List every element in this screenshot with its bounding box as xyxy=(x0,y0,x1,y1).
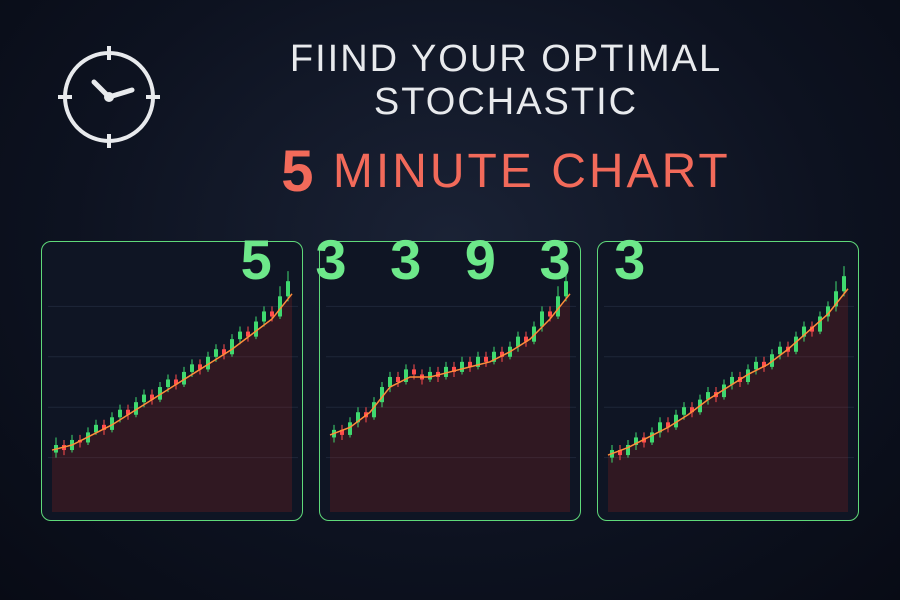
title-line-2: 5 MINUTE CHART xyxy=(192,138,820,205)
candlestick-chart xyxy=(320,242,581,521)
candlestick-chart xyxy=(598,242,859,521)
clock-crosshair-icon xyxy=(54,42,164,157)
charts-row: 5 3 3 9 3 3 xyxy=(0,241,900,521)
title-rest: MINUTE CHART xyxy=(317,145,731,198)
title-line-1: FIIND YOUR OPTIMAL STOCHASTIC xyxy=(192,38,820,124)
chart-panel-right xyxy=(597,241,859,521)
chart-panel-middle xyxy=(319,241,581,521)
title-block: FIIND YOUR OPTIMAL STOCHASTIC 5 MINUTE C… xyxy=(192,38,860,205)
title-number: 5 xyxy=(281,139,316,204)
chart-panel-left xyxy=(41,241,303,521)
header: FIIND YOUR OPTIMAL STOCHASTIC 5 MINUTE C… xyxy=(0,0,900,205)
candlestick-chart xyxy=(42,242,303,521)
